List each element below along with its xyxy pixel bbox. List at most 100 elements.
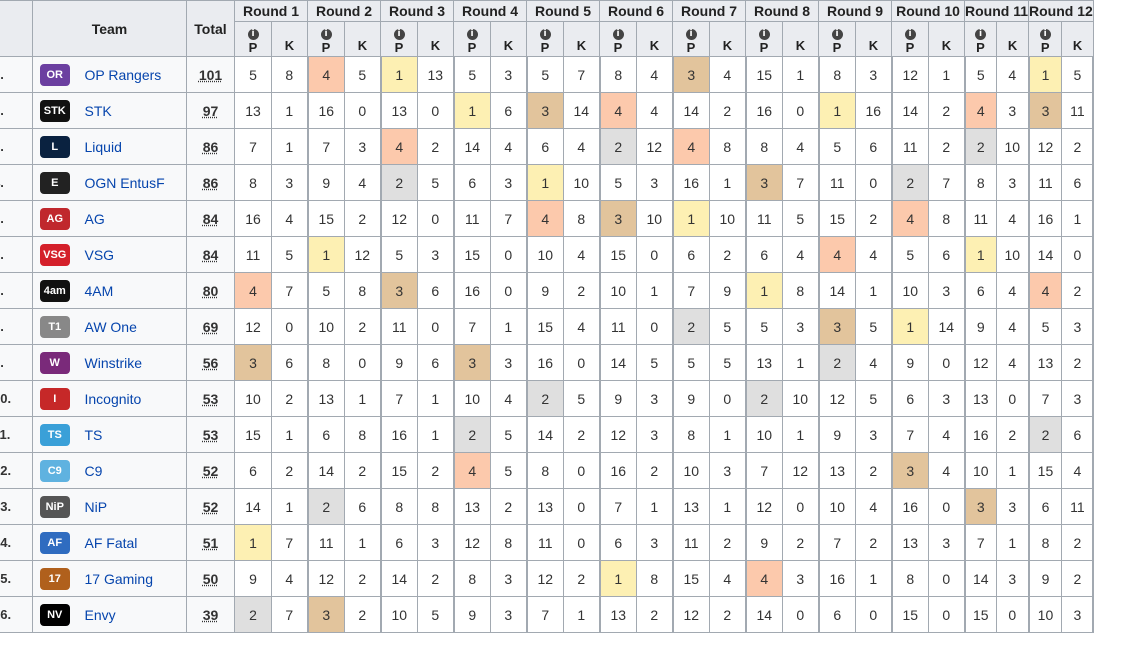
placement-cell: 4: [745, 560, 783, 597]
team-name-cell: VSG: [76, 236, 187, 273]
kills-header: K: [563, 21, 600, 57]
kills-cell: 3: [636, 524, 674, 561]
team-link[interactable]: AF Fatal: [84, 534, 138, 551]
team-link[interactable]: Liquid: [84, 138, 122, 155]
placement-cell: 14: [891, 92, 929, 129]
team-link[interactable]: Incognito: [84, 390, 142, 407]
op-rangers-logo-icon[interactable]: OR: [39, 63, 70, 86]
info-icon[interactable]: i: [975, 28, 986, 40]
info-icon[interactable]: i: [247, 28, 259, 40]
placement-cell: 3: [964, 488, 997, 525]
team-name-cell: AF Fatal: [76, 524, 187, 561]
placement-cell: 9: [818, 416, 856, 453]
placement-cell: 16: [818, 560, 856, 597]
ag-logo-icon[interactable]: AG: [39, 207, 70, 230]
17-gaming-logo-icon[interactable]: 17: [39, 567, 70, 590]
placement-cell: 11: [672, 524, 710, 561]
rank-cell: 6.: [0, 236, 33, 273]
placement-cell: 16: [964, 416, 997, 453]
kills-cell: 8: [709, 128, 747, 165]
points-label: P: [759, 39, 769, 55]
info-icon[interactable]: i: [466, 28, 478, 40]
info-icon[interactable]: i: [539, 28, 551, 40]
team-link[interactable]: TS: [84, 426, 103, 443]
info-icon[interactable]: i: [758, 28, 770, 40]
envy-logo-icon[interactable]: NV: [39, 603, 70, 626]
kills-cell: 6: [1061, 164, 1095, 201]
kills-cell: 10: [563, 164, 601, 201]
team-link[interactable]: STK: [84, 102, 112, 119]
placement-cell: 9: [599, 380, 637, 417]
rank-cell: 9.: [0, 344, 33, 381]
kills-cell: 0: [995, 380, 1030, 417]
kills-label: K: [576, 37, 587, 53]
team-link[interactable]: NiP: [84, 498, 108, 515]
kills-cell: 0: [782, 92, 820, 129]
team-header: Team: [32, 0, 187, 57]
total-points-cell: 53: [186, 380, 235, 417]
placement-cell: 10: [526, 236, 564, 273]
placement-cell: 15: [745, 56, 783, 93]
team-link[interactable]: 17 Gaming: [84, 570, 153, 587]
total-points-cell: 56: [186, 344, 235, 381]
kills-cell: 4: [636, 92, 674, 129]
placement-cell: 10: [672, 452, 710, 489]
info-icon[interactable]: i: [320, 28, 332, 40]
placement-cell: 2: [672, 308, 710, 345]
team-name-cell: 4AM: [76, 272, 187, 309]
team-link[interactable]: OGN EntusF: [84, 174, 165, 191]
round-header-6: Round 6: [599, 0, 673, 22]
kills-label: K: [503, 37, 514, 53]
round-header-9: Round 9: [818, 0, 892, 22]
team-link[interactable]: AG: [84, 210, 105, 227]
placement-cell: 2: [1028, 416, 1063, 453]
af-fatal-logo-icon[interactable]: AF: [39, 531, 70, 554]
team-link[interactable]: 4AM: [84, 282, 114, 299]
kills-cell: 4: [563, 308, 601, 345]
kills-cell: 5: [782, 200, 820, 237]
placement-cell: 3: [307, 596, 345, 633]
info-icon[interactable]: i: [685, 28, 697, 40]
ogn-entusf-logo-icon[interactable]: E: [39, 171, 70, 194]
kills-cell: 3: [636, 380, 674, 417]
aw-one-logo-icon[interactable]: T1: [39, 315, 70, 338]
kills-cell: 0: [636, 308, 674, 345]
rank-cell: 7.: [0, 272, 33, 309]
info-icon[interactable]: i: [904, 28, 916, 40]
rank-cell: 14.: [0, 524, 33, 561]
team-link[interactable]: Envy: [84, 606, 116, 623]
round-label: Round 10: [896, 3, 960, 19]
info-icon[interactable]: i: [1039, 28, 1051, 40]
placement-cell: 13: [1028, 344, 1063, 381]
winstrike-logo-icon[interactable]: W: [39, 351, 70, 374]
c9-logo-icon[interactable]: C9: [39, 459, 70, 482]
placement-cell: 8: [818, 56, 856, 93]
stk-logo-icon[interactable]: STK: [39, 99, 70, 122]
team-link[interactable]: C9: [84, 462, 103, 479]
vsg-logo-icon[interactable]: VSG: [39, 243, 70, 266]
info-icon[interactable]: i: [393, 28, 405, 40]
nip-logo-icon[interactable]: NiP: [39, 495, 70, 518]
incognito-logo-icon[interactable]: I: [39, 387, 70, 410]
placement-cell: 8: [234, 164, 272, 201]
team-logo-cell: W: [32, 344, 77, 381]
info-icon[interactable]: i: [831, 28, 843, 40]
kills-cell: 1: [1061, 200, 1095, 237]
placement-cell: 7: [453, 308, 491, 345]
4am-logo-icon[interactable]: 4am: [39, 279, 70, 302]
team-link[interactable]: VSG: [84, 246, 115, 263]
team-link[interactable]: AW One: [84, 318, 137, 335]
info-icon[interactable]: i: [612, 28, 624, 40]
placement-cell: 15: [307, 200, 345, 237]
kills-cell: 2: [563, 272, 601, 309]
liquid-logo-icon[interactable]: L: [39, 135, 70, 158]
kills-cell: 5: [709, 344, 747, 381]
rank-cell: 16.: [0, 596, 33, 633]
team-link[interactable]: Winstrike: [84, 354, 143, 371]
team-link[interactable]: OP Rangers: [84, 66, 162, 83]
kills-cell: 1: [709, 488, 747, 525]
ts-logo-icon[interactable]: TS: [39, 423, 70, 446]
kills-cell: 12: [344, 236, 382, 273]
round-header-8: Round 8: [745, 0, 819, 22]
